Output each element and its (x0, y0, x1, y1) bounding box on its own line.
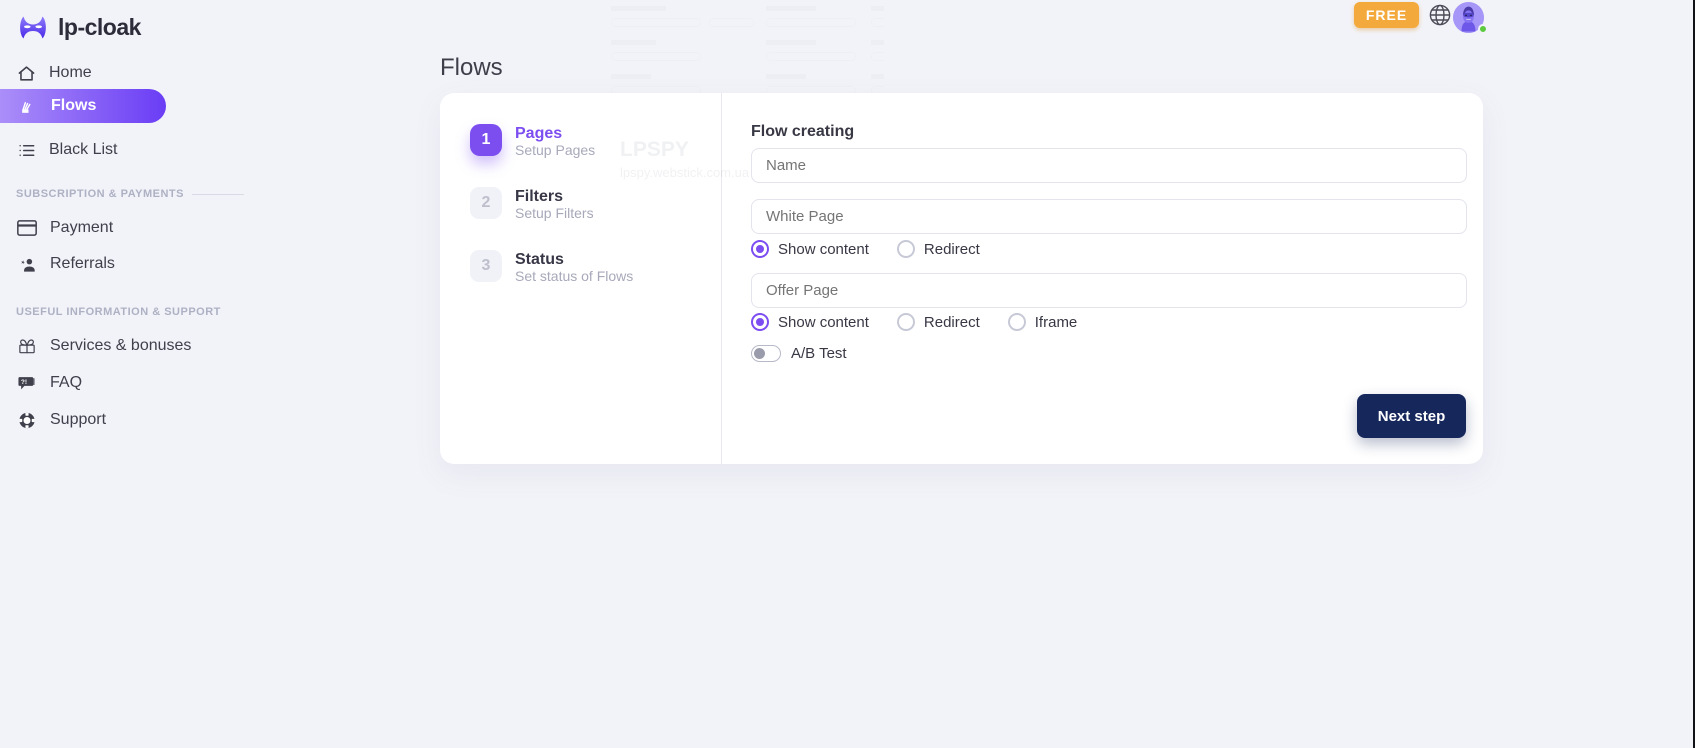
svg-text:?!: ?! (21, 378, 27, 385)
